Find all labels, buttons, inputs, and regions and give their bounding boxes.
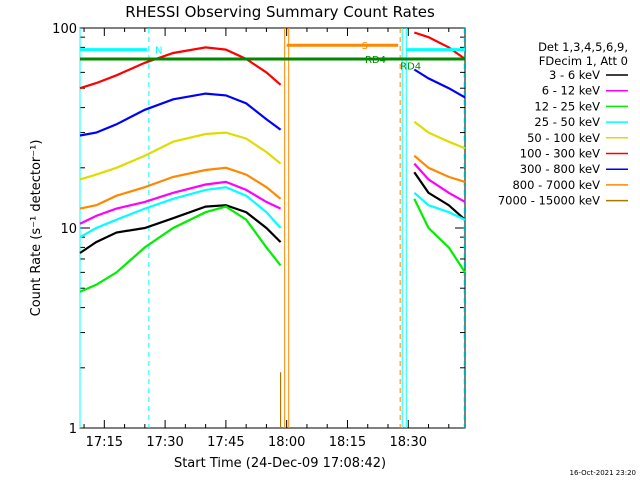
series-line bbox=[413, 162, 466, 203]
series-line bbox=[79, 92, 282, 137]
y-axis-label: Count Rate (s⁻¹ detector⁻¹) bbox=[29, 140, 44, 317]
flag-label: RD4 bbox=[400, 62, 421, 73]
legend-header-1: Det 1,3,4,5,6,9, bbox=[538, 40, 628, 54]
x-tick-label: 18:30 bbox=[390, 435, 427, 450]
y-axis: 1 10 100 bbox=[52, 22, 465, 437]
x-tick-label: 17:15 bbox=[86, 435, 123, 450]
legend-label: 800 - 7000 keV bbox=[512, 178, 600, 192]
series-lines bbox=[79, 31, 466, 293]
legend-label: 7000 - 15000 keV bbox=[498, 194, 600, 208]
chart-title: RHESSI Observing Summary Count Rates bbox=[125, 3, 435, 21]
x-tick-label: 17:30 bbox=[146, 435, 183, 450]
legend-label: 50 - 100 keV bbox=[527, 131, 600, 145]
legend-label: 12 - 25 keV bbox=[534, 99, 600, 113]
series-line bbox=[413, 154, 466, 183]
flag-label: N bbox=[155, 46, 162, 57]
y-tick-label: 100 bbox=[52, 22, 77, 37]
x-axis: 17:15 17:30 17:45 18:00 18:15 18:30 bbox=[83, 28, 450, 450]
series-line bbox=[79, 205, 282, 293]
x-tick-label: 17:45 bbox=[207, 435, 244, 450]
series-line bbox=[413, 31, 466, 60]
legend-header-2: FDecim 1, Att 0 bbox=[539, 54, 628, 68]
x-tick-label: 18:00 bbox=[268, 435, 305, 450]
series-line bbox=[79, 131, 282, 181]
timestamp: 16-Oct-2021 23:20 bbox=[570, 469, 636, 477]
x-axis-label: Start Time (24-Dec-09 17:08:42) bbox=[174, 456, 386, 471]
series-line bbox=[413, 120, 466, 150]
series-line bbox=[79, 166, 282, 210]
legend-label: 6 - 12 keV bbox=[542, 84, 600, 98]
series-line bbox=[79, 46, 282, 90]
series-line bbox=[413, 191, 466, 221]
legend-label: 100 - 300 keV bbox=[520, 147, 600, 161]
legend-label: 25 - 50 keV bbox=[534, 115, 600, 129]
legend: Det 1,3,4,5,6,9, FDecim 1, Att 0 3 - 6 k… bbox=[498, 40, 628, 208]
y-tick-label: 10 bbox=[60, 222, 77, 237]
interval-lines bbox=[79, 28, 465, 428]
plot-frame bbox=[79, 27, 466, 429]
legend-label: 300 - 800 keV bbox=[520, 162, 600, 176]
x-tick-label: 18:15 bbox=[329, 435, 366, 450]
series-line bbox=[79, 204, 282, 254]
series-line bbox=[413, 171, 466, 221]
flag-label: S bbox=[362, 41, 368, 52]
series-line bbox=[413, 198, 466, 273]
series-line bbox=[79, 186, 282, 239]
flag-label: RD4 bbox=[365, 55, 386, 66]
legend-label: 3 - 6 keV bbox=[549, 68, 600, 82]
series-line bbox=[413, 68, 466, 99]
series-line bbox=[79, 180, 282, 225]
y-tick-label: 1 bbox=[69, 422, 77, 437]
flag-bars: N S RD4 RD4 bbox=[80, 41, 465, 73]
